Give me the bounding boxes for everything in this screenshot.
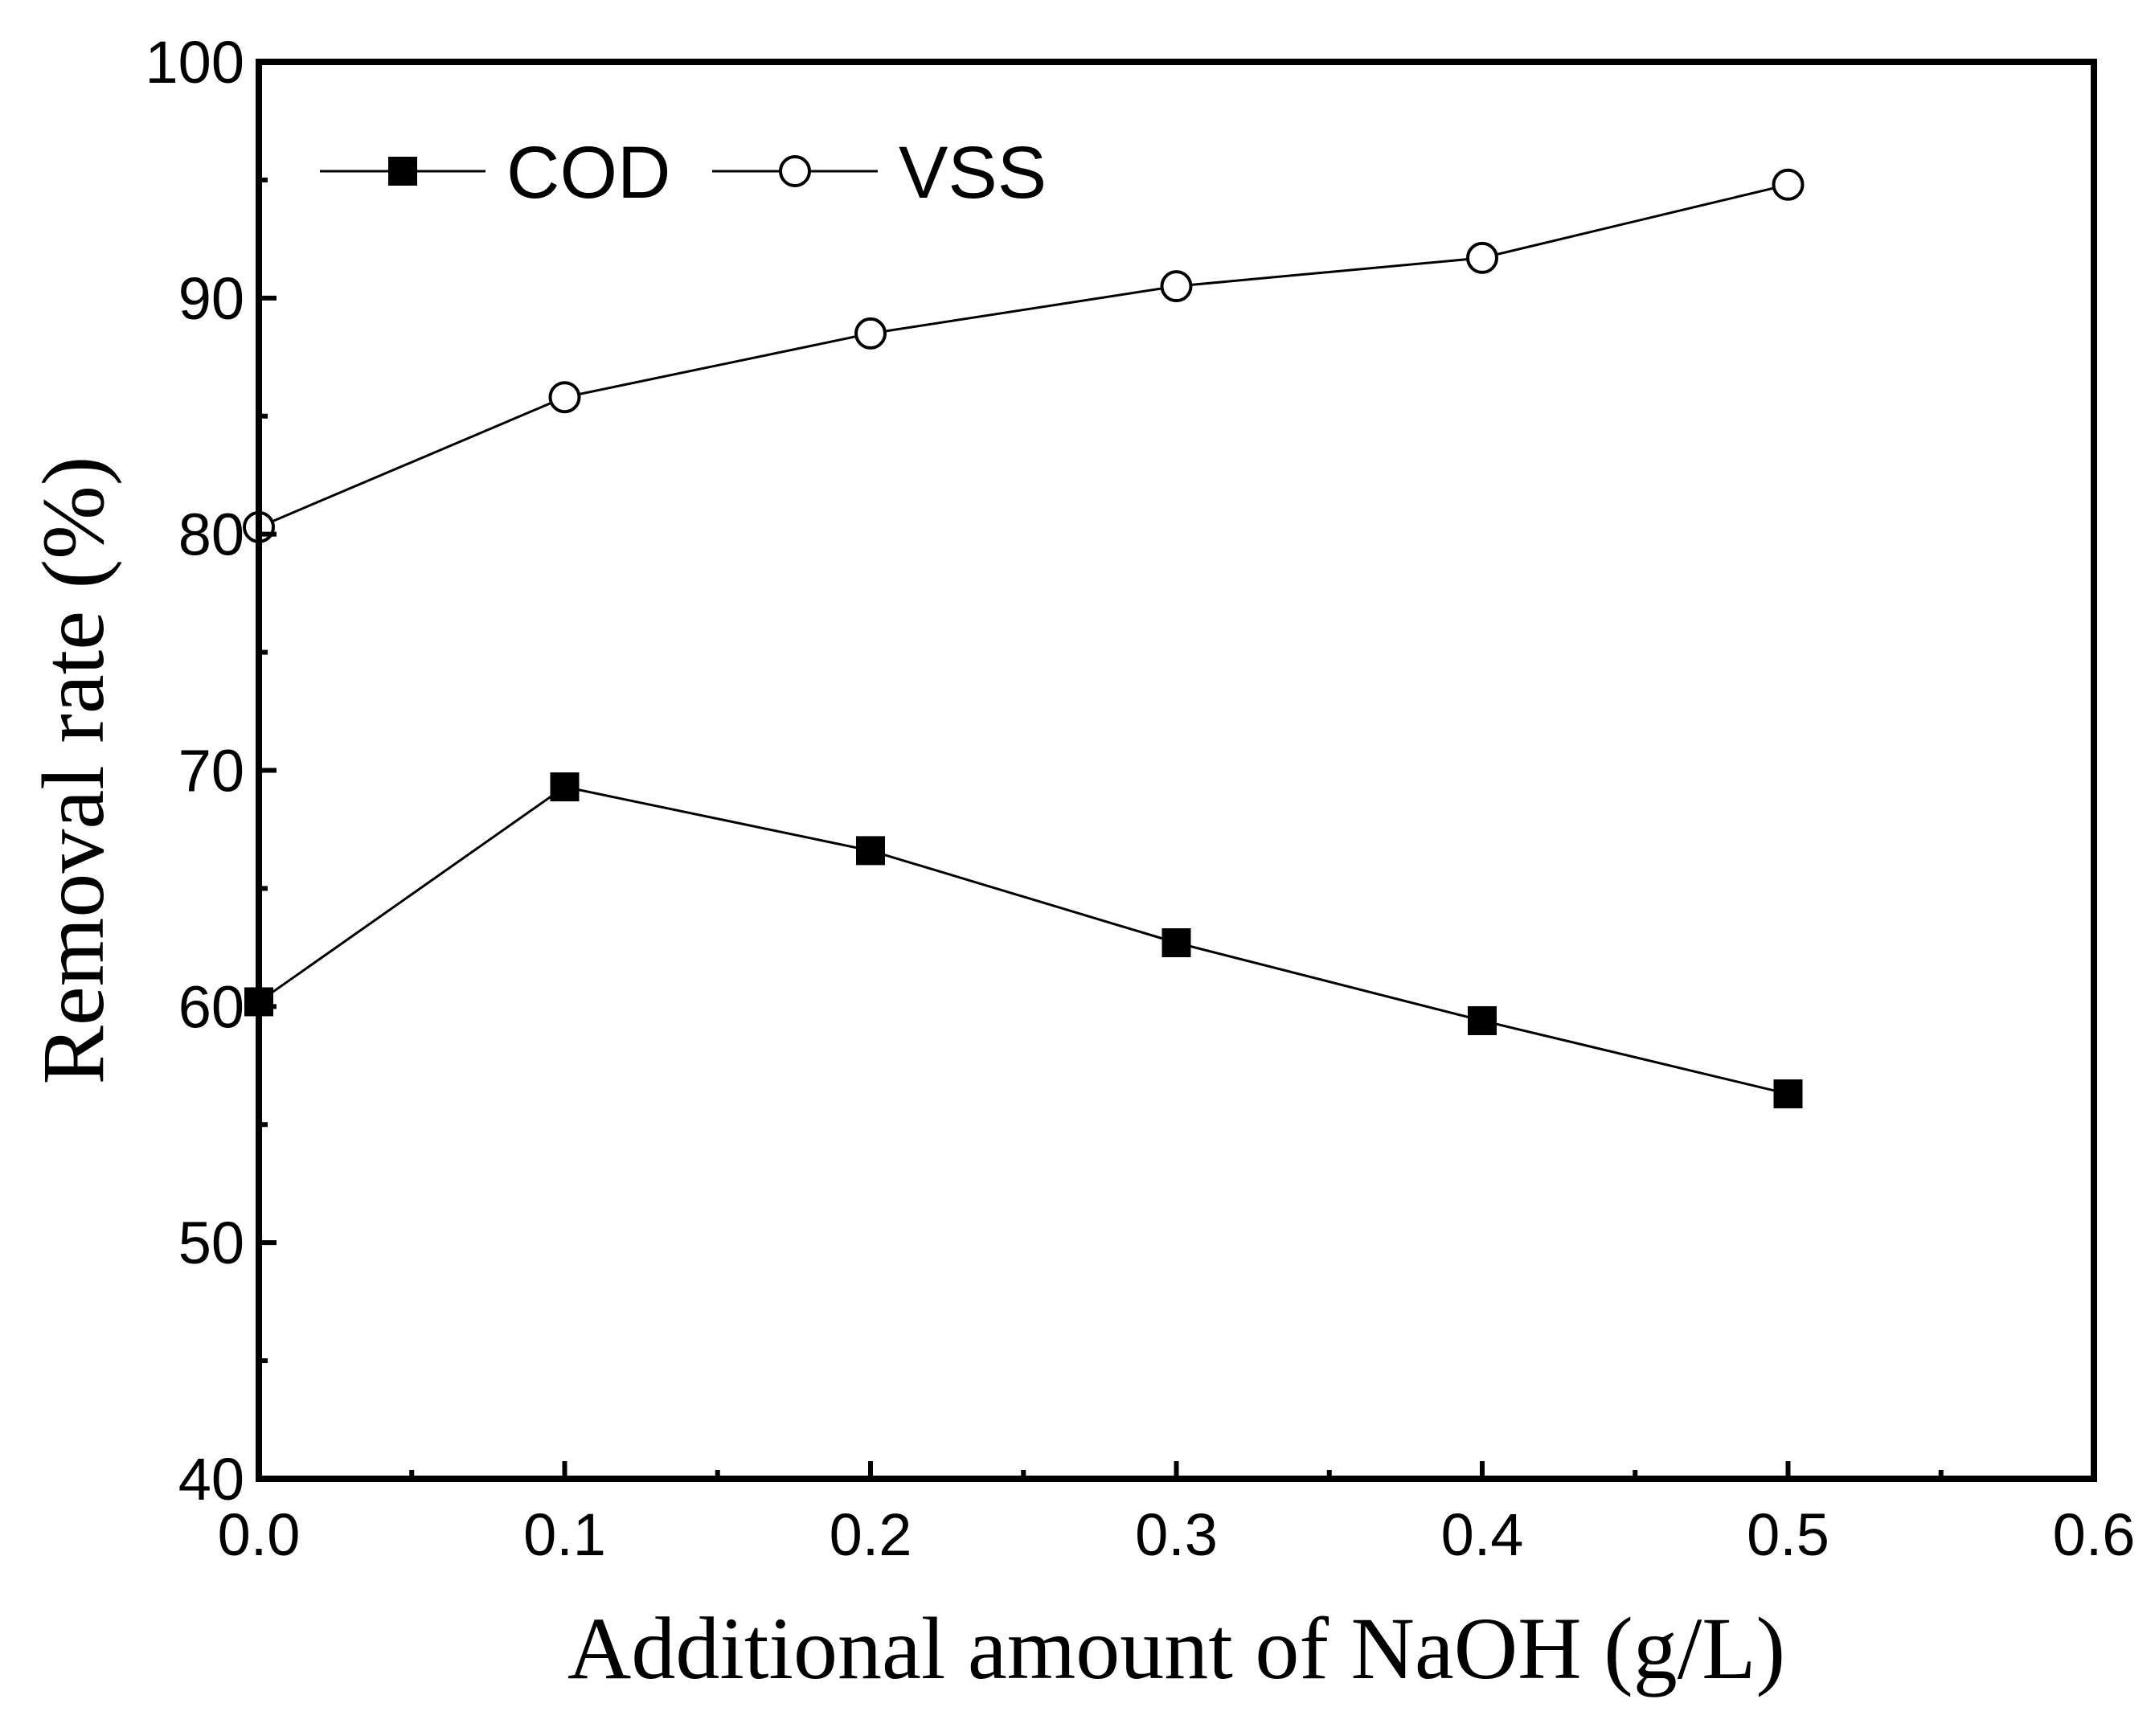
data-point-vss (1772, 168, 1805, 201)
data-point-cod (550, 772, 580, 802)
data-point-cod (856, 836, 885, 866)
series-line-vss (258, 183, 1788, 529)
legend-marker-cod (388, 157, 417, 186)
data-point-cod (1773, 1079, 1803, 1109)
data-point-cod (1161, 927, 1191, 957)
y-tick-label: 50 (178, 1210, 244, 1276)
y-tick-label: 100 (145, 29, 244, 96)
data-point-vss (1160, 270, 1193, 303)
y-tick-label: 70 (178, 738, 244, 805)
legend: COD VSS (320, 132, 1047, 214)
legend-marker-vss (779, 155, 811, 187)
x-tick-label: 0.2 (830, 1501, 912, 1568)
y-axis-title: Removal rate (%) (24, 457, 122, 1085)
x-tick-label: 0.5 (1747, 1501, 1829, 1568)
plot-layer (243, 168, 1805, 1109)
x-tick-label: 0.4 (1441, 1501, 1524, 1568)
y-tick-label: 90 (178, 265, 244, 332)
series-line-cod (258, 785, 1788, 1095)
x-tick-label: 0.3 (1135, 1501, 1218, 1568)
y-tick-label: 80 (178, 502, 244, 568)
y-tick-label: 60 (178, 973, 244, 1040)
x-tick-label: 0.0 (218, 1501, 301, 1568)
data-point-vss (1466, 241, 1498, 274)
legend-label-cod: COD (506, 132, 670, 214)
data-point-vss (854, 317, 887, 350)
x-tick-label: 0.6 (2053, 1501, 2136, 1568)
data-point-vss (548, 381, 581, 414)
data-point-cod (1468, 1005, 1497, 1035)
x-axis-title: Additional amount of NaOH (g/L) (567, 1599, 1785, 1697)
ticks-layer: 0.0 0.1 0.2 0.3 0.4 0.5 0.6 40 50 60 70 80 90 100 (145, 29, 2136, 1568)
legend-label-vss: VSS (899, 132, 1047, 214)
x-tick-label: 0.1 (523, 1501, 606, 1568)
y-tick-label: 40 (178, 1446, 244, 1513)
